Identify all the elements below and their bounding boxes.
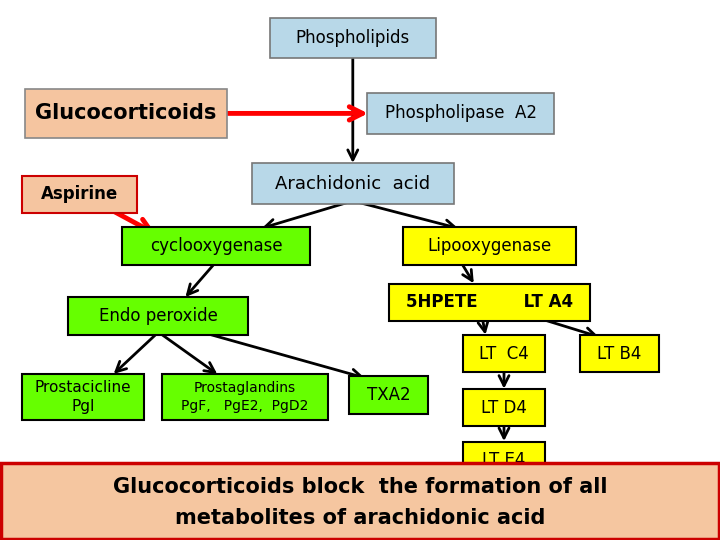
FancyBboxPatch shape	[22, 176, 137, 213]
Text: TXA2: TXA2	[367, 386, 410, 404]
FancyBboxPatch shape	[462, 389, 546, 426]
FancyBboxPatch shape	[462, 442, 546, 478]
Text: LT E4: LT E4	[482, 451, 526, 469]
Text: Lipooxygenase: Lipooxygenase	[428, 237, 552, 255]
FancyBboxPatch shape	[462, 335, 546, 372]
FancyBboxPatch shape	[270, 17, 436, 58]
Text: Arachidonic  acid: Arachidonic acid	[275, 174, 431, 193]
Text: LT B4: LT B4	[597, 345, 642, 363]
Text: Glucocorticoids block  the formation of all: Glucocorticoids block the formation of a…	[113, 477, 607, 497]
Text: Prostacicline
PgI: Prostacicline PgI	[35, 380, 131, 414]
FancyBboxPatch shape	[22, 374, 144, 420]
FancyBboxPatch shape	[162, 374, 328, 420]
Text: LT  C4: LT C4	[479, 345, 529, 363]
FancyBboxPatch shape	[1, 463, 719, 539]
Text: LT D4: LT D4	[481, 399, 527, 417]
Text: cyclooxygenase: cyclooxygenase	[150, 237, 282, 255]
Text: metabolites of arachidonic acid: metabolites of arachidonic acid	[175, 508, 545, 529]
FancyBboxPatch shape	[389, 284, 590, 321]
Text: 5HPETE        LT A4: 5HPETE LT A4	[406, 293, 573, 312]
Text: Prostaglandins
PgF,   PgE2,  PgD2: Prostaglandins PgF, PgE2, PgD2	[181, 381, 308, 413]
FancyBboxPatch shape	[403, 227, 576, 265]
Text: Phospholipase  A2: Phospholipase A2	[384, 104, 537, 123]
Text: Aspirine: Aspirine	[40, 185, 118, 204]
FancyBboxPatch shape	[25, 89, 227, 138]
FancyBboxPatch shape	[349, 376, 428, 414]
Text: Phospholipids: Phospholipids	[296, 29, 410, 47]
FancyBboxPatch shape	[122, 227, 310, 265]
Text: Endo peroxide: Endo peroxide	[99, 307, 218, 325]
FancyBboxPatch shape	[252, 163, 454, 204]
FancyBboxPatch shape	[367, 93, 554, 133]
FancyBboxPatch shape	[580, 335, 659, 372]
FancyBboxPatch shape	[68, 297, 248, 335]
Text: Glucocorticoids: Glucocorticoids	[35, 103, 217, 124]
